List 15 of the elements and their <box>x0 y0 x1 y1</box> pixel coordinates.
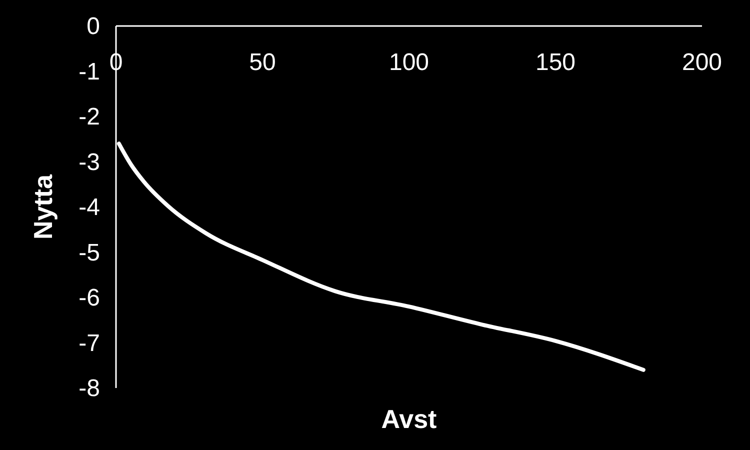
y-tick-label: -8 <box>78 375 100 402</box>
x-tick-label: 100 <box>388 49 430 76</box>
y-tick-label: -6 <box>78 284 100 312</box>
y-tick-label: -5 <box>78 239 100 266</box>
x-axis-title: Avst <box>381 404 438 434</box>
x-tick-label: 50 <box>249 49 276 76</box>
x-tick-label: 150 <box>535 49 576 76</box>
y-axis-title: Nytta <box>28 174 58 240</box>
y-tick-label: 0 <box>86 13 100 40</box>
y-tick-label: -4 <box>78 194 100 221</box>
x-tick-label: 200 <box>682 49 722 76</box>
y-tick-label: -2 <box>78 104 100 130</box>
y-tick-label: -1 <box>78 58 100 86</box>
y-tick-label: -7 <box>78 330 100 357</box>
y-tick-label: -3 <box>78 148 100 176</box>
